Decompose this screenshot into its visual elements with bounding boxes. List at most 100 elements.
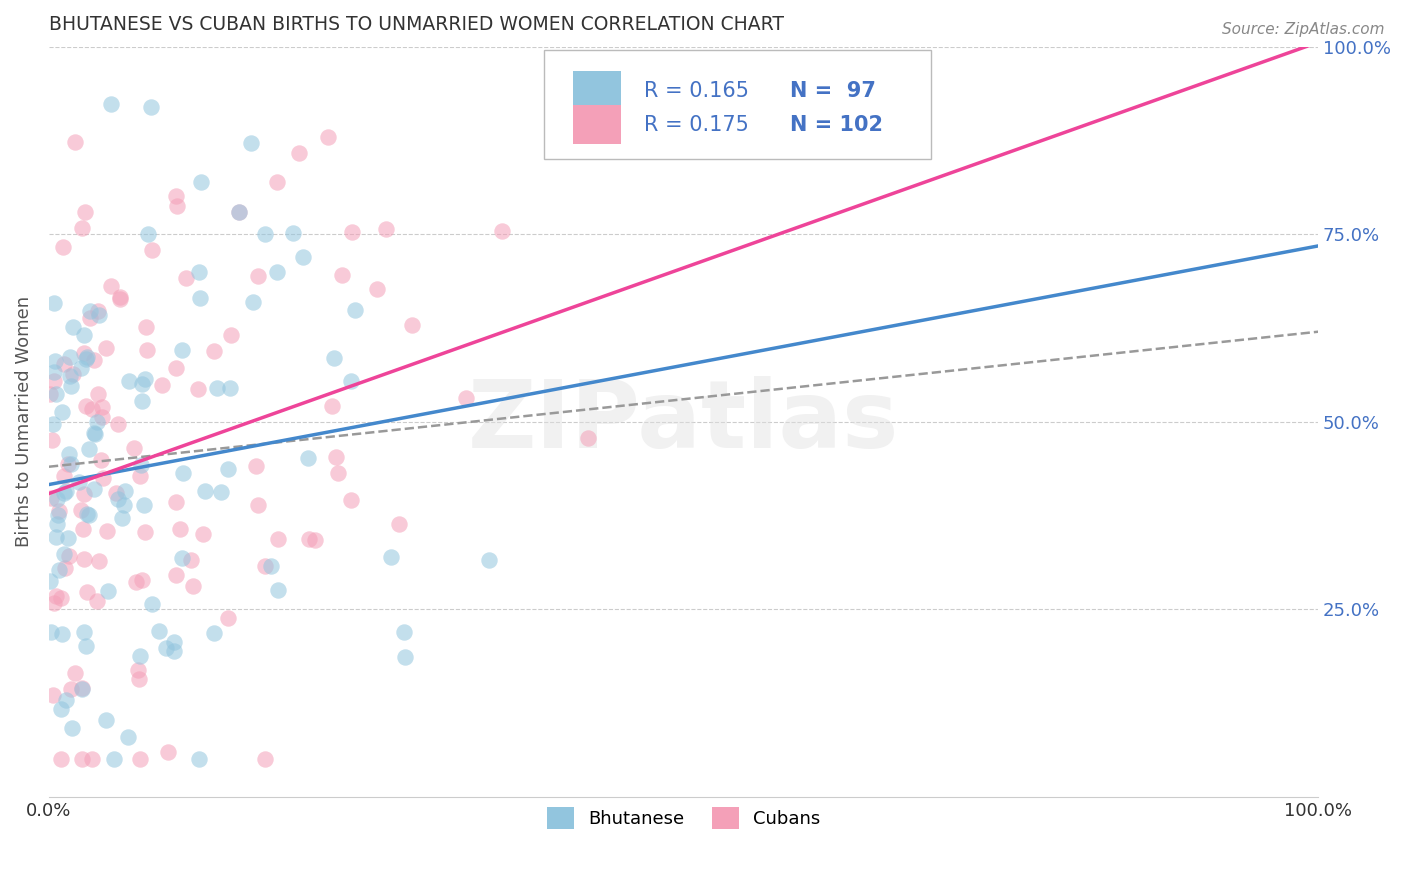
Y-axis label: Births to Unmarried Women: Births to Unmarried Women [15,296,32,548]
Point [322,351,344,366]
Point [343,302,366,317]
Point [340,375,363,389]
Point [209,485,232,500]
Point [51,404,73,418]
Point [73,346,96,360]
Point [76,350,98,364]
Point [87,303,110,318]
Point [41,433,63,447]
Point [58,369,80,384]
Point [111,511,134,525]
Point [105,485,128,500]
Point [165,189,187,203]
Text: ZIPatlas: ZIPatlas [468,376,900,467]
Point [59,351,82,365]
Point [174,271,197,285]
Point [321,399,343,413]
Point [576,431,599,445]
Text: N = 102: N = 102 [790,115,883,135]
Point [38,574,60,589]
Point [298,532,321,546]
Point [181,579,204,593]
Point [179,553,201,567]
Point [44,374,66,388]
Point [165,360,187,375]
Point [52,469,75,483]
Point [254,559,277,574]
Point [83,425,105,440]
Point [107,417,129,431]
Point [202,344,225,359]
Point [58,549,80,563]
Point [326,467,349,481]
Point [70,361,93,376]
Legend: Bhutanese, Cubans: Bhutanese, Cubans [540,800,828,837]
Point [205,381,228,395]
Point [114,483,136,498]
Text: BHUTANESE VS CUBAN BIRTHS TO UNMARRIED WOMEN CORRELATION CHART: BHUTANESE VS CUBAN BIRTHS TO UNMARRIED W… [49,15,785,34]
Point [163,644,186,658]
Point [165,568,187,582]
Point [141,598,163,612]
Point [48,504,70,518]
Point [253,227,276,242]
Point [374,222,396,236]
Point [42,365,65,379]
Point [108,292,131,306]
Point [60,457,83,471]
Point [79,304,101,318]
Point [392,624,415,639]
Point [191,526,214,541]
Point [219,328,242,343]
Point [112,498,135,512]
Point [51,702,73,716]
Point [401,318,423,333]
Point [131,393,153,408]
Point [266,265,288,279]
Point [194,484,217,499]
Point [90,401,112,415]
Point [63,666,86,681]
Point [44,354,66,368]
Point [77,508,100,522]
Point [124,442,146,456]
Point [49,752,72,766]
Point [41,417,63,432]
Point [170,343,193,358]
Point [366,282,388,296]
Point [131,573,153,587]
Point [267,533,290,547]
Point [281,226,304,240]
Point [45,590,67,604]
Point [242,295,264,310]
Point [76,507,98,521]
Point [96,524,118,539]
Point [45,387,67,401]
Point [266,175,288,189]
Point [63,135,86,149]
Point [202,626,225,640]
Point [87,554,110,568]
Point [165,495,187,509]
Point [380,549,402,564]
Point [136,343,159,357]
Point [136,227,159,241]
Bar [574,105,621,145]
Point [72,682,94,697]
Point [42,689,65,703]
Point [325,450,347,464]
Point [86,387,108,401]
Point [117,731,139,745]
Point [96,713,118,727]
Text: N =  97: N = 97 [790,81,876,101]
Point [217,461,239,475]
Point [45,517,67,532]
Point [118,374,141,388]
Point [100,279,122,293]
Point [75,399,97,413]
Point [60,682,83,697]
Point [139,100,162,114]
Point [155,640,177,655]
Point [190,175,212,189]
Point [388,517,411,532]
